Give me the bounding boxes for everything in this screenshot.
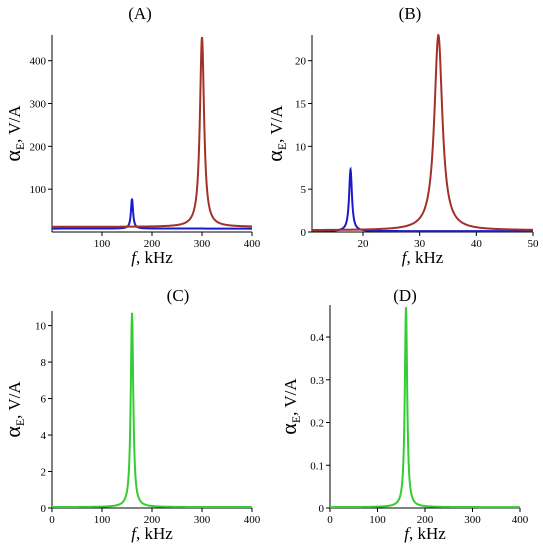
- x-tick-label: 200: [144, 238, 161, 250]
- y-tick-label: 400: [30, 56, 47, 68]
- y-axis-label-sub: E: [275, 143, 289, 150]
- series-line: [52, 198, 252, 230]
- x-tick-label: 100: [94, 514, 111, 526]
- y-axis-label-sub: E: [289, 416, 303, 423]
- x-axis-label-italic: f: [131, 524, 138, 543]
- x-tick-label: 30: [414, 238, 426, 250]
- y-axis-label-sub: E: [13, 419, 27, 426]
- x-tick-label: 400: [244, 514, 261, 526]
- y-axis-label: αE, V/A: [0, 381, 27, 438]
- y-axis-label-alpha: α: [0, 426, 25, 438]
- y-tick-label: 15: [295, 99, 307, 111]
- x-tick-label: 200: [417, 514, 434, 526]
- y-tick-label: 2: [41, 467, 47, 479]
- y-tick-label: 0.3: [310, 375, 324, 387]
- y-tick-label: 0.2: [310, 418, 324, 430]
- x-axis-label: f, kHz: [131, 248, 173, 267]
- x-axis-label-rest: , kHz: [409, 524, 446, 543]
- panel-label: (B): [399, 4, 422, 23]
- x-axis-label: f, kHz: [404, 524, 446, 543]
- y-tick-label: 4: [41, 430, 47, 442]
- chart-panel-a: 100 200 300 400 100 200 300 400 (A) f, kHz αE, V/A: [0, 4, 261, 267]
- y-axis-label: αE, V/A: [276, 378, 303, 435]
- y-tick-label: 10: [295, 141, 307, 153]
- x-tick-label: 300: [194, 238, 211, 250]
- y-axis-label-rest: , V/A: [5, 381, 24, 419]
- y-tick-label: 20: [295, 56, 307, 68]
- x-axis-label-rest: , kHz: [406, 248, 443, 267]
- y-tick-label: 200: [30, 141, 47, 153]
- series-line: [52, 37, 253, 228]
- y-tick-label: 0.1: [310, 460, 324, 472]
- y-tick-label: 100: [30, 184, 47, 196]
- x-axis-label-rest: , kHz: [136, 248, 173, 267]
- x-tick-label: 40: [471, 238, 483, 250]
- chart-panel-d: 0 100 200 300 400 0 0.1 0.2 0.3 0.4 (D) f, kHz αE, V…: [276, 286, 529, 543]
- series-line: [52, 312, 252, 509]
- x-tick-label: 0: [49, 514, 55, 526]
- y-axis-label-sub: E: [13, 143, 27, 150]
- y-axis-label: αE, V/A: [0, 105, 27, 162]
- x-tick-label: 100: [369, 514, 386, 526]
- x-axis-label: f, kHz: [402, 248, 444, 267]
- y-tick-label: 0: [319, 503, 325, 515]
- x-tick-label: 300: [194, 514, 211, 526]
- y-axis-label-alpha: α: [276, 423, 301, 435]
- x-axis-label-rest: , kHz: [136, 524, 173, 543]
- x-tick-label: 400: [244, 238, 261, 250]
- y-tick-label: 0.4: [310, 332, 324, 344]
- x-axis-label-italic: f: [131, 248, 138, 267]
- y-tick-label: 8: [41, 357, 47, 369]
- y-tick-label: 10: [35, 321, 47, 333]
- x-tick-label: 0: [327, 514, 333, 526]
- series-line: [330, 307, 520, 509]
- panel-label: (A): [128, 4, 152, 23]
- y-tick-label: 0: [301, 227, 307, 239]
- chart-panel-b: 20 30 40 50 0 5 10 15 20 (B) f, kHz αE, V/A: [262, 4, 539, 267]
- x-axis-label: f, kHz: [131, 524, 173, 543]
- series-line: [312, 33, 533, 231]
- y-axis-label-rest: , V/A: [267, 105, 286, 143]
- x-tick-label: 100: [94, 238, 111, 250]
- x-tick-label: 20: [358, 238, 370, 250]
- y-axis-label-alpha: α: [0, 150, 25, 162]
- x-axis-label-italic: f: [404, 524, 411, 543]
- x-tick-label: 400: [512, 514, 529, 526]
- x-axis-label-italic: f: [402, 248, 409, 267]
- y-tick-label: 0: [41, 503, 47, 515]
- x-tick-label: 200: [144, 514, 161, 526]
- y-axis-label-rest: , V/A: [281, 378, 300, 416]
- y-axis-label: αE, V/A: [262, 105, 289, 162]
- chart-panel-c: 0 100 200 300 400 0 2 4 6 8 10 (C) f, kHz αE, V/A: [0, 286, 261, 543]
- y-tick-label: 5: [301, 184, 307, 196]
- y-tick-label: 6: [41, 394, 47, 406]
- y-tick-label: 300: [30, 99, 47, 111]
- y-axis-label-alpha: α: [262, 150, 287, 162]
- x-tick-label: 50: [528, 238, 540, 250]
- y-axis-label-rest: , V/A: [5, 105, 24, 143]
- series-line: [312, 166, 533, 233]
- panel-label: (C): [167, 286, 190, 305]
- x-tick-label: 300: [464, 514, 481, 526]
- panel-label: (D): [393, 286, 417, 305]
